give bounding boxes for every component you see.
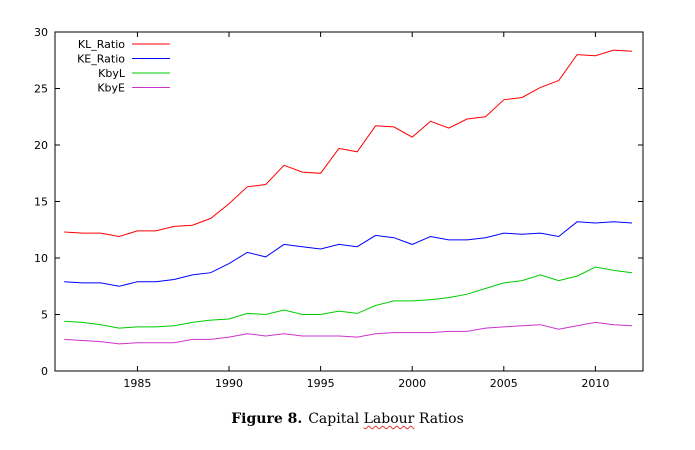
x-tick-label: 2000 [398, 377, 426, 390]
y-tick-label: 25 [34, 83, 48, 96]
figure-number: Figure 8. [231, 411, 303, 427]
axis-ticks: 0 5 10 15 20 25 30 1985 1990 1995 2000 2005 2010 [34, 26, 643, 390]
x-tick-label: 1990 [215, 377, 243, 390]
series-line-kbye [64, 321, 633, 345]
x-tick-label: 1995 [307, 377, 335, 390]
y-tick-label: 10 [34, 252, 48, 265]
y-tick-label: 5 [41, 309, 48, 322]
caption-title-flagged-word: Labour [363, 411, 415, 427]
x-tick-label: 2005 [490, 377, 518, 390]
series-lines [64, 49, 633, 345]
legend-label-ke-ratio: KE_Ratio [77, 53, 125, 66]
x-tick-label: 2010 [581, 377, 609, 390]
series-line-ke-ratio [64, 221, 633, 287]
legend-label-kbyl: KbyL [98, 67, 126, 80]
series-line-kbyl [64, 266, 633, 329]
plot-frame [54, 31, 644, 372]
x-tick-label: 1985 [123, 377, 151, 390]
y-tick-label: 20 [34, 139, 48, 152]
legend-label-kbye: KbyE [97, 82, 125, 95]
caption-title-start: Capital [308, 411, 364, 427]
figure-caption: Figure 8. Capital Labour Ratios [0, 411, 695, 427]
y-tick-label: 30 [34, 26, 48, 39]
caption-title-end: Ratios [414, 411, 464, 427]
line-chart: 0 5 10 15 20 25 30 1985 1990 1995 2000 2005 2010 KL_… [34, 26, 644, 390]
y-tick-label: 0 [41, 365, 48, 378]
legend-label-kl-ratio: KL_Ratio [78, 38, 125, 51]
y-tick-label: 15 [34, 196, 48, 209]
series-line-kl-ratio [64, 49, 633, 238]
plot-area [54, 31, 644, 372]
